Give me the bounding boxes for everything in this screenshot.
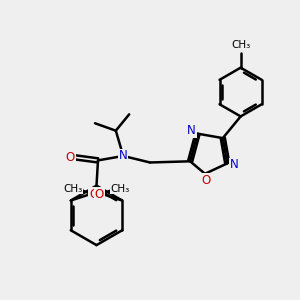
Text: O: O	[95, 188, 104, 201]
Text: CH₃: CH₃	[63, 184, 82, 194]
Text: N: N	[119, 149, 128, 162]
Text: N: N	[187, 124, 196, 137]
Text: CH₃: CH₃	[231, 40, 250, 50]
Text: O: O	[89, 188, 98, 201]
Text: N: N	[230, 158, 238, 171]
Text: CH₃: CH₃	[110, 184, 129, 194]
Text: O: O	[66, 151, 75, 164]
Text: O: O	[201, 174, 210, 187]
